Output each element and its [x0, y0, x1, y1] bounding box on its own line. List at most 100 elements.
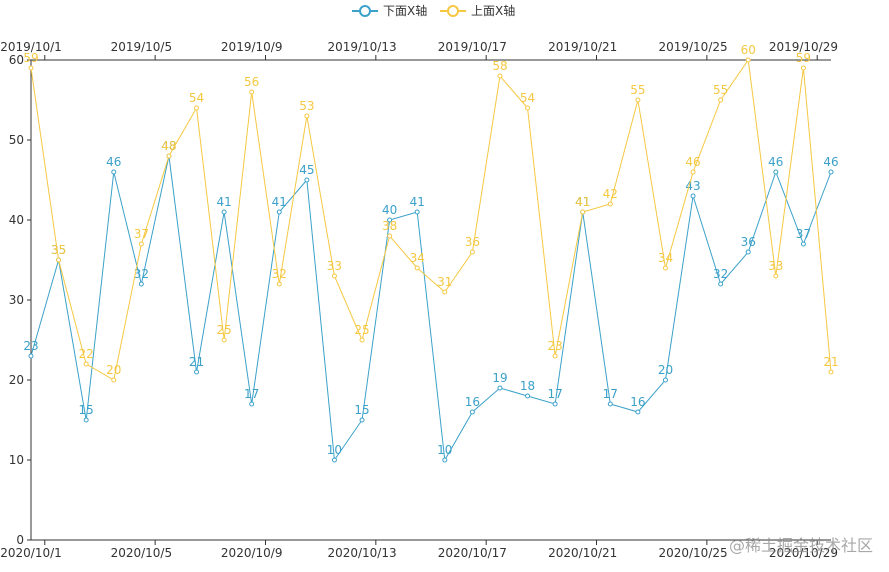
data-point[interactable]	[745, 249, 751, 255]
data-point[interactable]	[800, 65, 806, 71]
data-point[interactable]	[607, 401, 613, 407]
x-tick-label: 2019/10/1	[0, 40, 62, 54]
legend-item-bottom-series[interactable]: 下面X轴	[352, 3, 427, 18]
data-point[interactable]	[828, 169, 834, 175]
data-point[interactable]	[800, 241, 806, 247]
data-point[interactable]	[331, 457, 337, 463]
y-axis: 0 10 20 30 40 50 60	[9, 53, 31, 547]
data-point[interactable]	[138, 241, 144, 247]
data-point[interactable]	[387, 217, 393, 223]
x-tick-label: 2020/10/17	[438, 546, 507, 560]
x-tick-label: 2020/10/9	[221, 546, 283, 560]
data-label: 21	[189, 355, 204, 369]
data-point[interactable]	[662, 377, 668, 383]
data-point[interactable]	[552, 401, 558, 407]
data-point[interactable]	[718, 97, 724, 103]
data-label: 19	[492, 371, 507, 385]
data-point[interactable]	[249, 401, 255, 407]
data-point[interactable]	[497, 385, 503, 391]
series-top-axis: 59 35 22 20 37 48 54 25 56 32 53 33 25 38 34 31 36 58 54 23…	[23, 43, 839, 383]
y-tick-label: 30	[9, 293, 24, 307]
data-point[interactable]	[469, 409, 475, 415]
data-label: 46	[106, 155, 121, 169]
data-point[interactable]	[828, 369, 834, 375]
x-tick-label: 2019/10/17	[438, 40, 507, 54]
data-label: 35	[51, 243, 66, 257]
y-tick-label: 50	[9, 133, 24, 147]
data-point[interactable]	[469, 249, 475, 255]
data-point[interactable]	[414, 265, 420, 271]
legend-label: 上面X轴	[471, 3, 515, 18]
data-point[interactable]	[28, 353, 34, 359]
data-point[interactable]	[331, 273, 337, 279]
data-label: 36	[465, 235, 480, 249]
data-label: 48	[161, 139, 176, 153]
data-point[interactable]	[28, 65, 34, 71]
data-point[interactable]	[525, 393, 531, 399]
data-label: 58	[492, 59, 507, 73]
data-point[interactable]	[442, 289, 448, 295]
data-point[interactable]	[276, 281, 282, 287]
data-point[interactable]	[194, 105, 200, 111]
data-point[interactable]	[387, 233, 393, 239]
x-tick-label: 2020/10/1	[0, 546, 62, 560]
data-point[interactable]	[773, 169, 779, 175]
data-point[interactable]	[221, 209, 227, 215]
data-point[interactable]	[635, 97, 641, 103]
data-point[interactable]	[304, 113, 310, 119]
data-point[interactable]	[138, 281, 144, 287]
x-tick-label: 2019/10/5	[111, 40, 173, 54]
data-point[interactable]	[304, 177, 310, 183]
data-point[interactable]	[442, 457, 448, 463]
data-point[interactable]	[359, 337, 365, 343]
data-point[interactable]	[718, 281, 724, 287]
data-point[interactable]	[745, 57, 751, 63]
data-point[interactable]	[690, 169, 696, 175]
y-tick-label: 60	[9, 53, 24, 67]
data-point[interactable]	[607, 201, 613, 207]
data-label: 41	[216, 195, 231, 209]
data-label: 59	[796, 51, 811, 65]
data-point[interactable]	[635, 409, 641, 415]
data-label: 53	[299, 99, 314, 113]
data-label: 16	[465, 395, 480, 409]
data-label: 43	[685, 179, 700, 193]
data-point[interactable]	[249, 89, 255, 95]
data-point[interactable]	[497, 73, 503, 79]
data-label: 15	[79, 403, 94, 417]
data-label: 55	[713, 83, 728, 97]
data-point[interactable]	[56, 257, 62, 263]
data-point[interactable]	[83, 361, 89, 367]
data-point[interactable]	[662, 265, 668, 271]
data-point[interactable]	[580, 209, 586, 215]
data-point[interactable]	[552, 353, 558, 359]
data-point[interactable]	[773, 273, 779, 279]
legend[interactable]: 下面X轴 上面X轴	[352, 3, 515, 18]
data-label: 54	[520, 91, 535, 105]
data-label: 35	[51, 243, 66, 257]
data-label: 23	[23, 339, 38, 353]
data-point[interactable]	[111, 377, 117, 383]
data-label: 37	[796, 227, 811, 241]
data-point[interactable]	[525, 105, 531, 111]
data-point[interactable]	[111, 169, 117, 175]
data-point[interactable]	[359, 417, 365, 423]
data-label: 41	[575, 195, 590, 209]
data-point[interactable]	[83, 417, 89, 423]
legend-item-top-series[interactable]: 上面X轴	[440, 3, 515, 18]
data-point[interactable]	[414, 209, 420, 215]
data-point[interactable]	[276, 209, 282, 215]
data-label: 31	[437, 275, 452, 289]
data-label: 55	[630, 83, 645, 97]
series-bottom-axis: 23 35 15 46 32 48 21 41 17 41 45 10 15 40 41 10 16 19 18 17…	[23, 139, 839, 463]
data-label: 17	[603, 387, 618, 401]
data-point[interactable]	[166, 153, 172, 159]
data-point[interactable]	[194, 369, 200, 375]
data-label: 56	[244, 75, 259, 89]
x-tick-label: 2020/10/25	[658, 546, 727, 560]
data-point[interactable]	[221, 337, 227, 343]
data-label: 46	[768, 155, 783, 169]
data-point[interactable]	[690, 193, 696, 199]
data-label: 22	[79, 347, 94, 361]
